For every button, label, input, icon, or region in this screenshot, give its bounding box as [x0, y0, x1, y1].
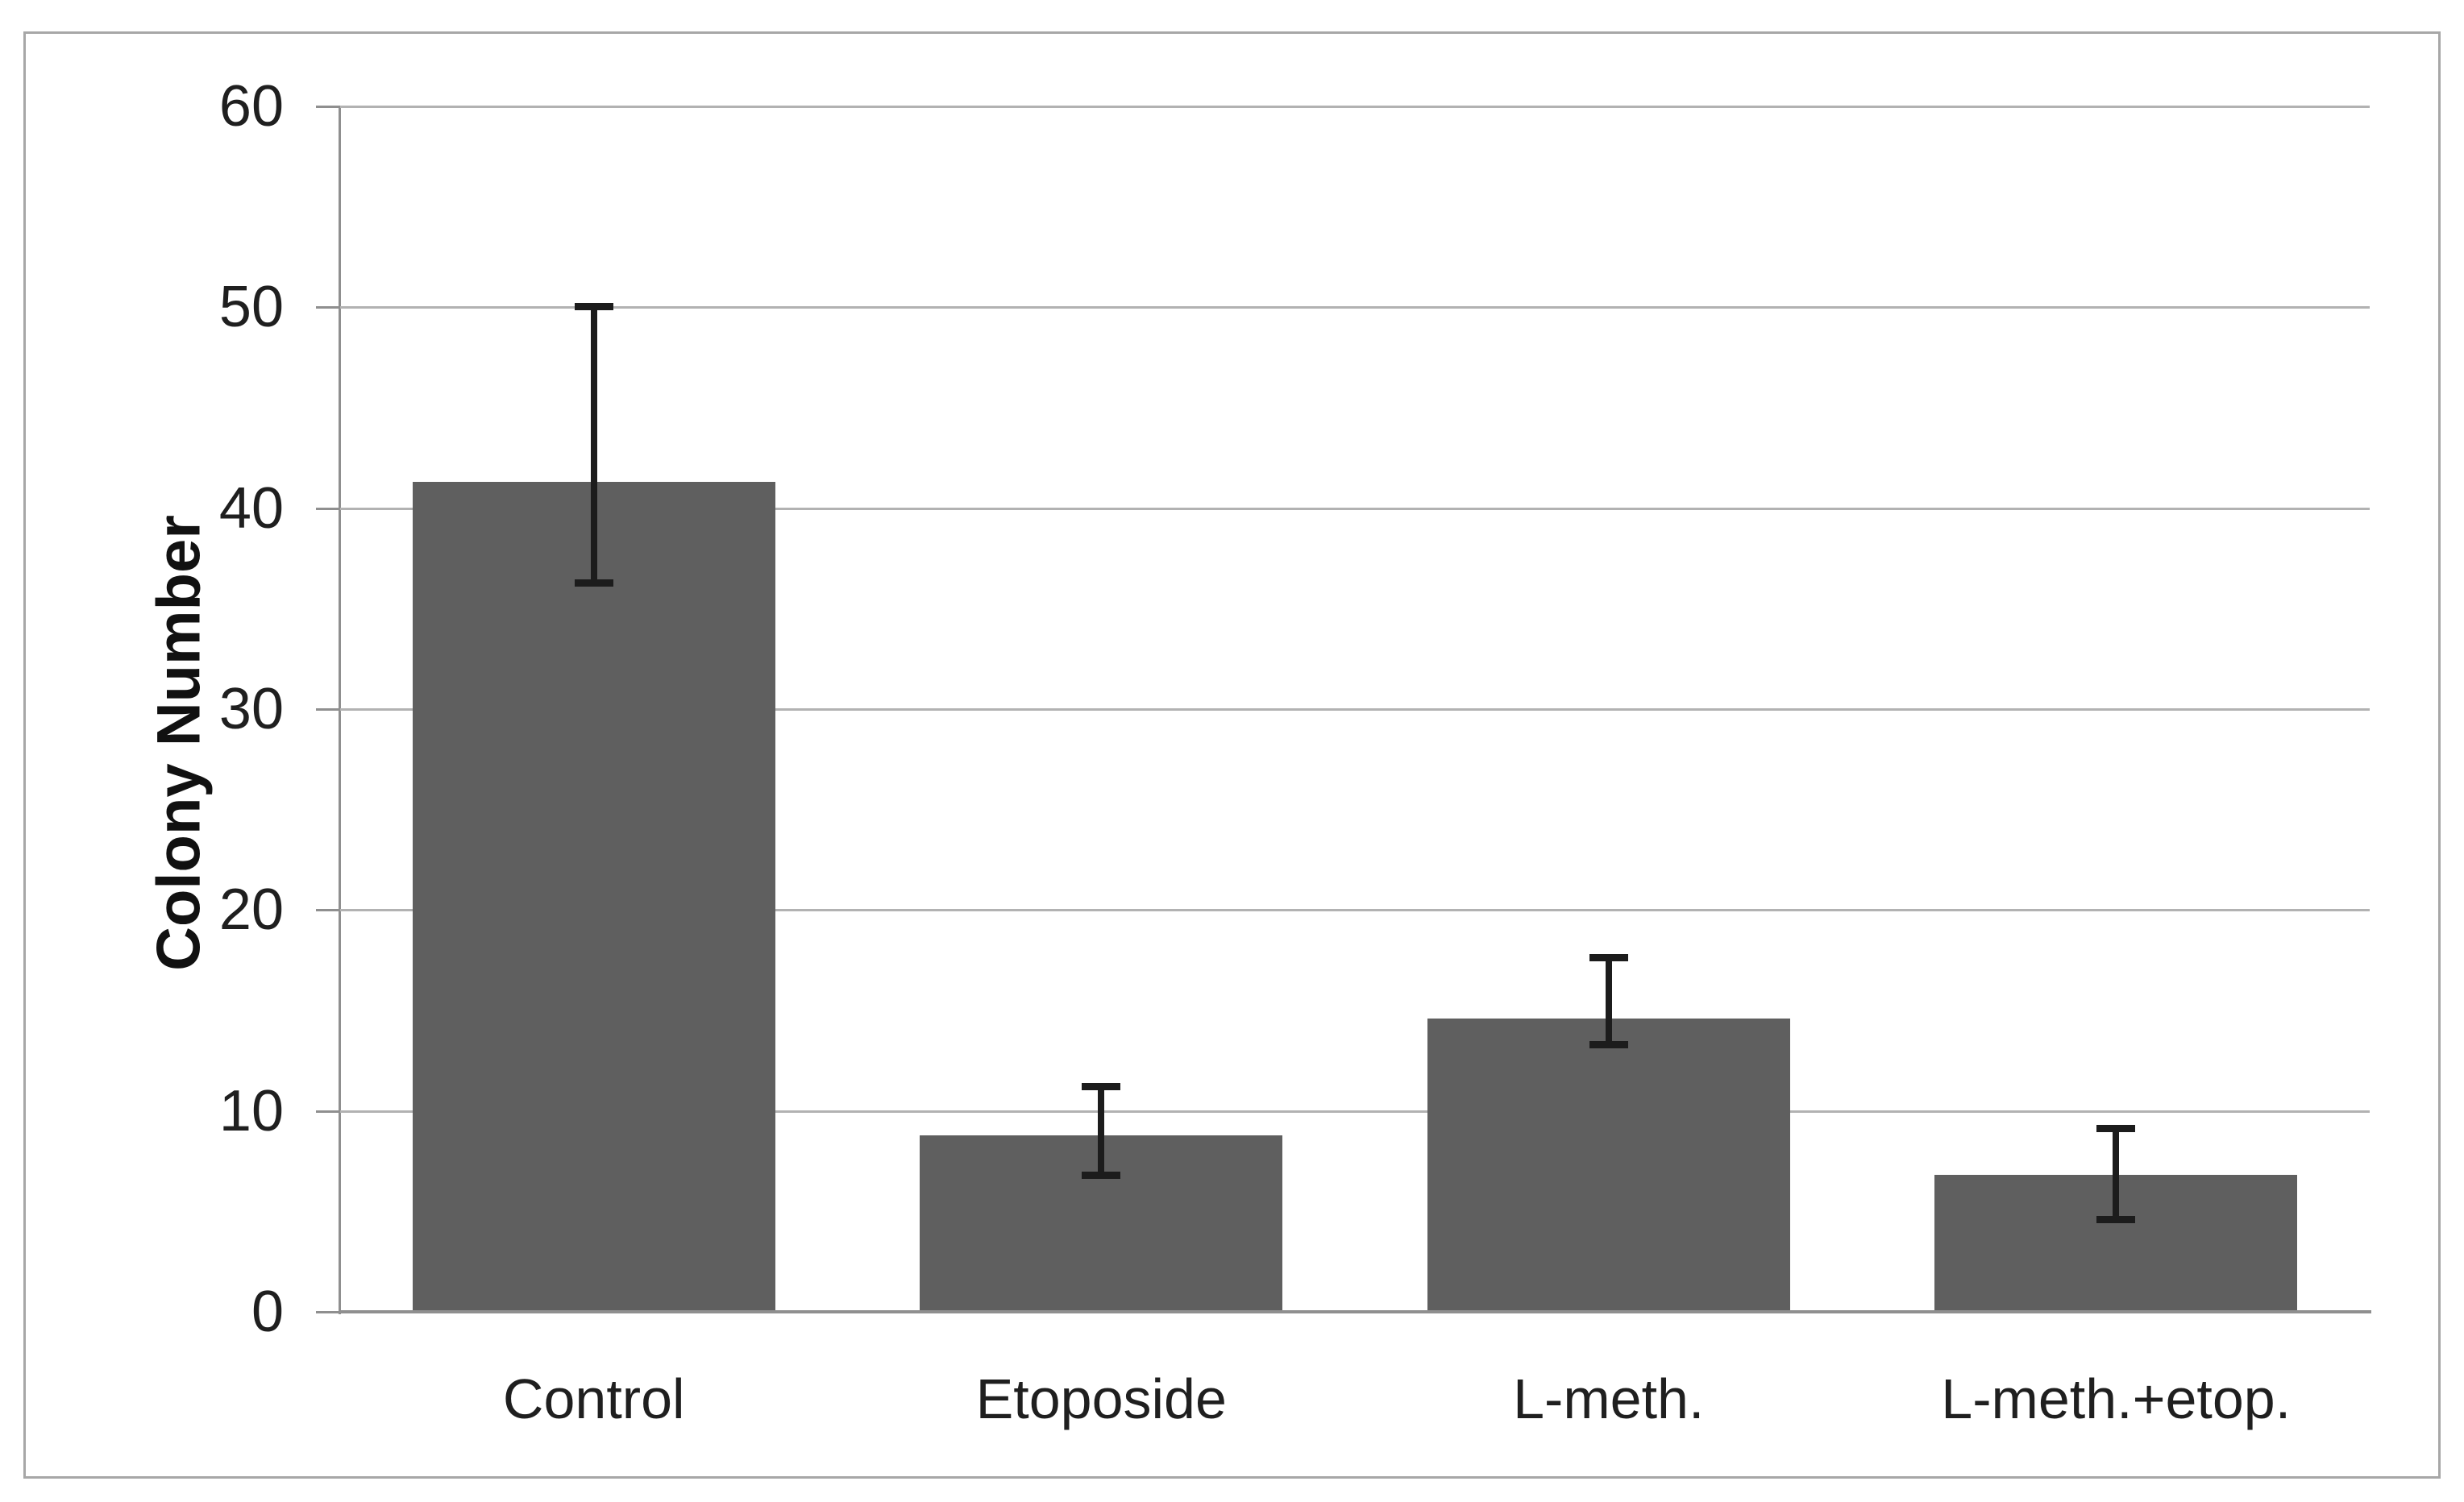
y-axis-tick-0	[316, 1311, 340, 1313]
y-axis-tick-label-50: 50	[218, 275, 284, 340]
x-axis-category-label-etoposide: Etoposide	[975, 1367, 1227, 1430]
y-axis-tick-40	[316, 507, 340, 510]
x-axis-line	[339, 1310, 2371, 1313]
error-bar-bottom-cap	[574, 579, 613, 587]
y-axis-tick-label-10: 10	[218, 1078, 284, 1143]
x-axis-category-label-l-meth-etop: L-meth.+etop.	[1941, 1367, 2292, 1430]
bar-l-meth	[1427, 1018, 1790, 1312]
y-axis-tick-30	[316, 708, 340, 711]
y-axis-tick-label-20: 20	[218, 878, 284, 943]
error-bar-top-cap	[2096, 1125, 2136, 1133]
y-axis-tick-10	[316, 1110, 340, 1113]
error-bar-top-cap	[1082, 1082, 1121, 1090]
h-gridline-10	[340, 1110, 2370, 1113]
error-bar-bottom-cap	[1589, 1041, 1628, 1049]
y-axis-tick-label-0: 0	[251, 1280, 284, 1344]
error-bar-l-meth-etop	[2096, 1125, 2136, 1224]
x-axis-category-label-l-meth: L-meth.	[1513, 1367, 1705, 1430]
h-gridline-40	[340, 507, 2370, 510]
error-bar-top-cap	[1589, 954, 1628, 962]
error-bar-top-cap	[574, 303, 613, 311]
error-bar-stem	[2113, 1125, 2120, 1224]
y-axis-tick-20	[316, 909, 340, 912]
y-axis-tick-label-40: 40	[218, 475, 284, 541]
h-gridline-50	[340, 306, 2370, 309]
plot-area	[339, 106, 2371, 1314]
y-axis-tick-50	[316, 306, 340, 309]
error-bar-bottom-cap	[1082, 1172, 1121, 1180]
h-gridline-30	[340, 708, 2370, 711]
y-axis-tick-60	[316, 106, 340, 108]
error-bar-stem	[590, 303, 597, 587]
error-bar-l-meth	[1589, 954, 1628, 1049]
error-bar-stem	[1605, 954, 1612, 1049]
error-bar-bottom-cap	[2096, 1216, 2136, 1224]
y-axis-tick-label-60: 60	[218, 74, 284, 139]
error-bar-stem	[1098, 1082, 1105, 1180]
bar-control	[412, 482, 775, 1312]
error-bar-control	[574, 303, 613, 587]
error-bar-etoposide	[1082, 1082, 1121, 1180]
y-axis-tick-label-30: 30	[218, 677, 284, 741]
h-gridline-60	[340, 106, 2370, 108]
h-gridline-20	[340, 909, 2370, 912]
x-axis-category-label-control: Control	[502, 1367, 685, 1430]
